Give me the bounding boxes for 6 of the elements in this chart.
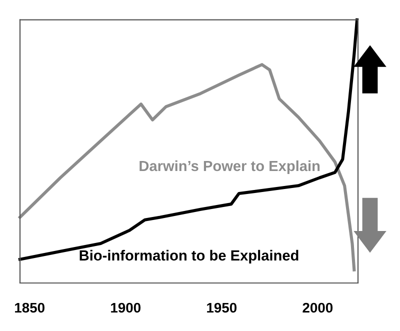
x-tick-label: 1950 [207, 302, 237, 313]
x-tick-label: 1900 [111, 302, 141, 313]
series-label: Darwin’s Power to Explain [140, 160, 320, 174]
x-tick-label: 1850 [15, 302, 44, 313]
x-tick-label: 2000 [302, 302, 333, 313]
series-label: Bio-information to be Explained [80, 250, 298, 264]
